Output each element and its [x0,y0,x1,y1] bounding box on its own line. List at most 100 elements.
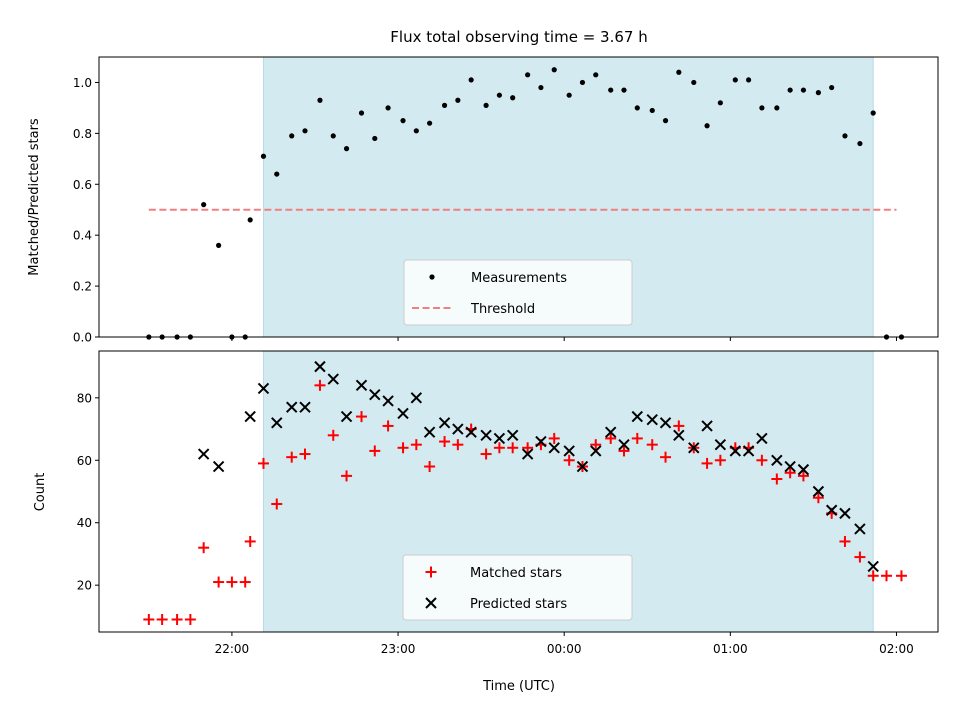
top-y-axis-label: Matched/Predicted stars [27,118,42,276]
p1-series1-point-4-b [271,417,283,429]
p1-series1-point-37 [729,445,742,457]
p1-series0-point-27 [507,442,519,454]
p1-series0-point-4 [198,542,210,554]
p1-series1-point-23 [535,435,547,448]
p0-series0-point-17 [372,135,378,142]
p1-series0-point-49 [812,492,824,504]
p1-series1-point-17 [452,423,464,435]
p0-ytick-label-3: 0.6 [73,178,92,192]
p1-series1-point-36-b [714,438,727,451]
p1-series0-point-11 [286,451,298,463]
p1-series1-point-43-b [812,485,825,498]
p0-series0-point-18 [385,105,391,111]
p1-legend-marker-1 [425,597,437,609]
p1-series1-point-18-b [465,426,477,438]
p1-series0-point-35 [618,445,630,457]
p1-series1-point-14 [410,392,423,404]
p1-series0-point-20 [410,439,422,451]
p1-series1-point-26 [576,460,589,473]
p1-series1-point-47 [867,560,879,573]
p0-legend: Measurements Threshold [403,259,633,326]
p1-series1-point-47-b [867,560,879,573]
p1-series1-point-8-b [327,373,339,385]
p0-series0-point-32 [579,79,586,86]
p1-series0-point-13 [314,379,326,391]
p1-legend-box [402,554,633,621]
p0-series0-point-30 [551,67,557,73]
p1-series0-point-48 [797,470,809,482]
p1-series1-point-45 [839,507,851,520]
p1-series0-point-14 [327,429,339,441]
p0-series0-point-47 [787,87,793,93]
p1-series1-point-41 [784,460,796,473]
p1-ytick-label-0: 20 [77,579,92,593]
p0-series0-point-20 [413,128,419,134]
p1-series1-point-16 [438,417,451,429]
p1-series1-point-32-b [659,417,672,429]
p1-series1-point-35 [701,420,713,432]
p1-series1-point-46 [854,523,866,535]
p1-series1-point-24-b [548,442,560,454]
p1-legend-marker-0 [425,566,437,578]
p1-series0-point-33 [590,439,602,451]
p1-series0-point-12 [299,448,311,460]
p0-series0-point-53 [870,110,876,116]
p1-series1-point-1-b [212,460,225,473]
p1-series1-point-33 [673,429,685,442]
p1-series0-point-52 [854,551,866,563]
p0-series0-point-46 [774,105,780,111]
p0-legend-marker-0 [429,274,435,280]
p1-ytick-label-1: 40 [77,516,92,530]
p0-series0-point-33 [593,72,599,78]
p1-series1-point-1 [212,460,225,473]
p1-series1-point-36 [714,438,727,451]
p0-series0-point-25 [483,102,489,108]
p1-series0-point-36 [631,432,643,444]
p1-series1-point-42-b [797,463,810,476]
p0-series0-point-28 [525,72,531,78]
p1-series1-point-30 [631,410,643,423]
p1-series0-point-6 [226,576,238,588]
p1-series0-point-45 [756,454,768,466]
p0-series0-point-41 [704,123,710,129]
p0-series0-point-36 [634,105,640,111]
p1-series0-point-31 [563,454,575,466]
p0-series0-point-39 [676,69,682,75]
p1-series0-point-5 [213,576,225,588]
p1-series1-point-7-b [314,360,326,373]
p1-series1-point-32 [659,417,672,429]
p1-series1-point-31-b [646,413,658,426]
p0-legend-box [403,259,633,326]
p1-legend-label-0: Matched stars [470,566,562,581]
p1-series1-point-20 [493,432,506,445]
p1-series0-point-2 [171,614,183,626]
p1-series0-point-25 [480,448,492,460]
p1-series0-point-41 [701,457,713,469]
p1-ytick-label-2: 60 [77,454,92,468]
p1-series1-point-25 [563,445,575,457]
p1-series1-point-2 [244,410,256,423]
p1-series1-point-4 [271,417,283,429]
p1-series1-point-9-b [340,410,353,423]
p1-series0-point-51 [839,535,851,547]
p1-series1-point-17-b [452,423,464,435]
p0-series0-point-10 [274,171,280,177]
p1-series1-point-6-b [299,401,311,413]
p1-series1-point-27 [590,445,602,457]
p0-series0-point-35 [621,87,627,93]
p1-series1-point-15 [423,426,436,438]
p0-series0-point-48 [800,87,807,93]
p1-series0-point-0 [143,614,155,626]
p1-series0-point-15 [341,470,353,482]
p1-legend-label-1: Predicted stars [470,597,567,612]
p1-series0-point-42 [714,454,726,466]
p1-series1-point-38 [742,445,755,457]
p0-series0-point-50 [829,84,835,91]
p1-series1-point-9 [340,410,353,423]
p1-series0-point-17 [369,445,381,457]
p1-series0-point-39 [673,420,685,432]
p1-series1-point-45-b [839,507,851,520]
p1-series1-point-23-b [535,435,547,448]
p1-series1-point-33-b [673,429,685,442]
p1-series1-point-21-b [506,429,519,442]
